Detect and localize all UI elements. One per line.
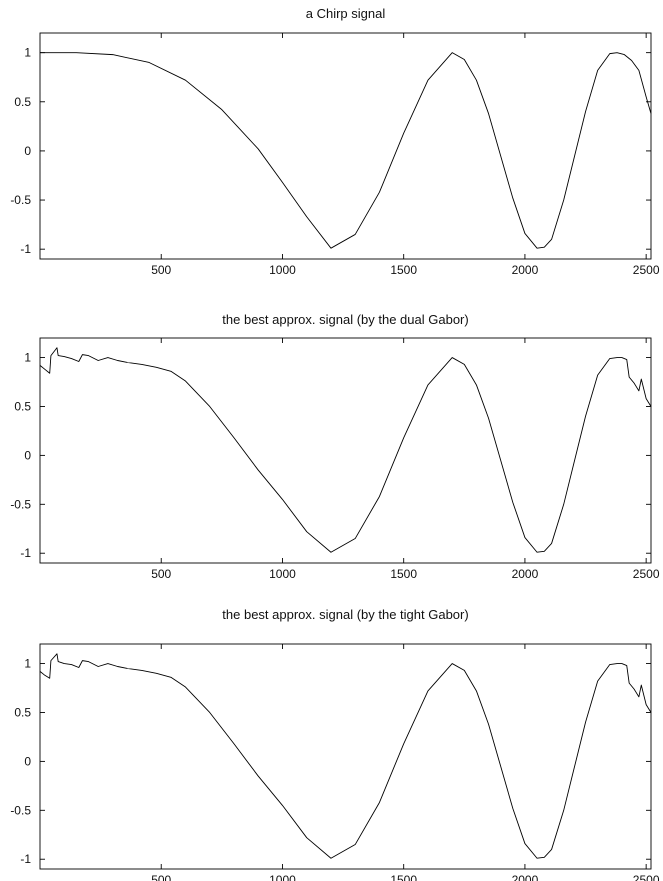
x-tick-label: 1000 xyxy=(269,567,296,581)
y-tick-label: -0.5 xyxy=(10,497,31,511)
x-tick-label: 2000 xyxy=(512,263,539,277)
y-tick-label: 0 xyxy=(24,754,31,768)
y-tick-label: -1 xyxy=(20,852,31,866)
y-tick-label: 0 xyxy=(24,144,31,158)
x-tick-label: 500 xyxy=(151,567,171,581)
y-tick-label: 1 xyxy=(24,657,31,671)
y-tick-label: 0.5 xyxy=(14,705,31,719)
y-tick-label: -1 xyxy=(20,546,31,560)
y-tick-label: 1 xyxy=(24,351,31,365)
y-tick-label: 0.5 xyxy=(14,399,31,413)
x-tick-label: 2500 xyxy=(633,263,660,277)
x-tick-label: 2000 xyxy=(512,567,539,581)
series-line-1 xyxy=(39,347,652,553)
y-tick-label: -1 xyxy=(20,242,31,256)
x-tick-label: 1500 xyxy=(390,873,417,881)
y-tick-label: 0.5 xyxy=(14,95,31,109)
chart-panel-2: the best approx. signal (by the dual Gab… xyxy=(10,312,660,581)
chart-title: the best approx. signal (by the dual Gab… xyxy=(222,312,468,327)
x-tick-label: 2500 xyxy=(633,873,660,881)
x-tick-label: 500 xyxy=(151,263,171,277)
y-tick-label: 1 xyxy=(24,46,31,60)
axes-box xyxy=(39,337,652,564)
series-line-1 xyxy=(39,653,652,859)
y-tick-label: -0.5 xyxy=(10,803,31,817)
x-tick-label: 2000 xyxy=(512,873,539,881)
x-tick-label: 1000 xyxy=(269,873,296,881)
x-tick-label: 1000 xyxy=(269,263,296,277)
chart-panel-3: the best approx. signal (by the tight Ga… xyxy=(10,607,660,881)
x-tick-label: 1500 xyxy=(390,263,417,277)
x-tick-label: 2500 xyxy=(633,567,660,581)
chart-title: the best approx. signal (by the tight Ga… xyxy=(222,607,468,622)
chart-title: a Chirp signal xyxy=(306,6,386,21)
series-line-1 xyxy=(40,52,652,249)
y-tick-label: -0.5 xyxy=(10,193,31,207)
axes-box xyxy=(39,643,652,870)
y-tick-label: 0 xyxy=(24,448,31,462)
x-tick-label: 1500 xyxy=(390,567,417,581)
chart-panel-1: a Chirp signal 500 1000 1500 2000 2500 1 0.5 0 -0… xyxy=(10,6,660,277)
x-tick-label: 500 xyxy=(151,873,171,881)
axes-box xyxy=(39,32,652,260)
